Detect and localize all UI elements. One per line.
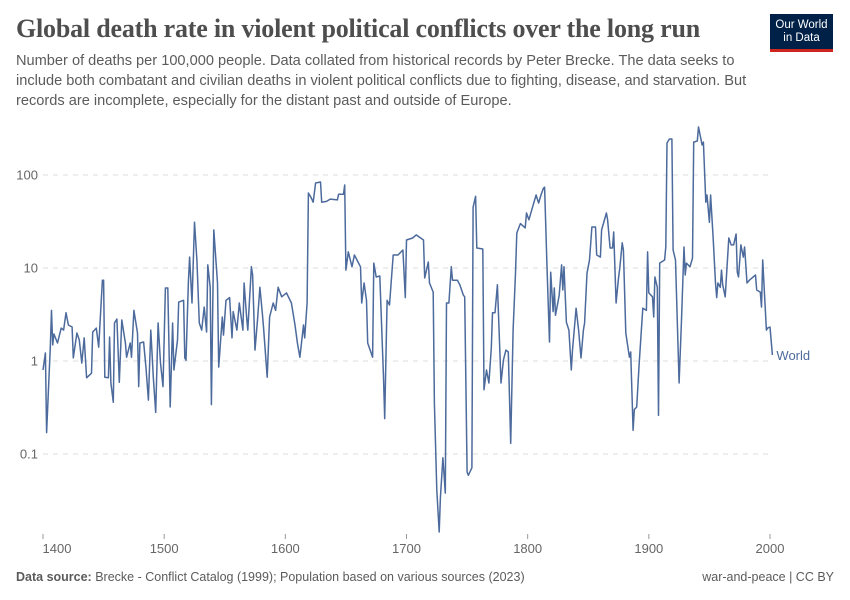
data-source-label: Data source: <box>16 570 92 584</box>
y-tick-label: 0.1 <box>20 447 38 462</box>
x-tick-label: 1700 <box>392 541 421 556</box>
data-source-text: Brecke - Conflict Catalog (1999); Popula… <box>95 570 525 584</box>
x-tick-label: 1500 <box>150 541 179 556</box>
chart-title: Global death rate in violent political c… <box>16 14 700 43</box>
x-tick-label: 1600 <box>271 541 300 556</box>
logo-line-1: Our World <box>775 19 828 31</box>
chart-subtitle: Number of deaths per 100,000 people. Dat… <box>16 53 747 109</box>
license-link[interactable]: war-and-peace | CC BY <box>702 570 834 584</box>
x-tick-label: 1800 <box>513 541 542 556</box>
y-tick-label: 100 <box>16 168 38 183</box>
y-tick-label: 1 <box>31 354 38 369</box>
series-label-world: World <box>776 348 810 363</box>
owid-logo[interactable]: Our World in Data <box>770 14 833 52</box>
y-axis-ticks: 0.1 1 10 100 <box>16 168 38 462</box>
series-line-world[interactable] <box>42 126 774 533</box>
x-tick-label: 2000 <box>756 541 785 556</box>
logo-line-2: in Data <box>783 32 820 44</box>
x-tick-label: 1900 <box>634 541 663 556</box>
grid-lines <box>43 174 770 455</box>
x-tick-label: 1400 <box>43 541 72 556</box>
y-tick-label: 10 <box>24 261 38 276</box>
x-axis-ticks: 1400 1500 1600 1700 1800 1900 2000 <box>42 534 785 556</box>
data-source: Data source: Brecke - Conflict Catalog (… <box>16 570 525 584</box>
